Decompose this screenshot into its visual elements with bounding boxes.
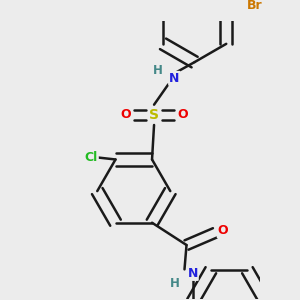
Text: H: H [153, 64, 163, 77]
Text: O: O [218, 224, 228, 237]
Text: H: H [169, 277, 179, 290]
Text: Cl: Cl [85, 151, 98, 164]
Text: N: N [169, 72, 179, 85]
Text: O: O [177, 108, 188, 121]
Text: O: O [120, 108, 131, 121]
Text: Br: Br [247, 0, 262, 12]
Text: N: N [188, 267, 198, 280]
Text: S: S [149, 108, 159, 122]
